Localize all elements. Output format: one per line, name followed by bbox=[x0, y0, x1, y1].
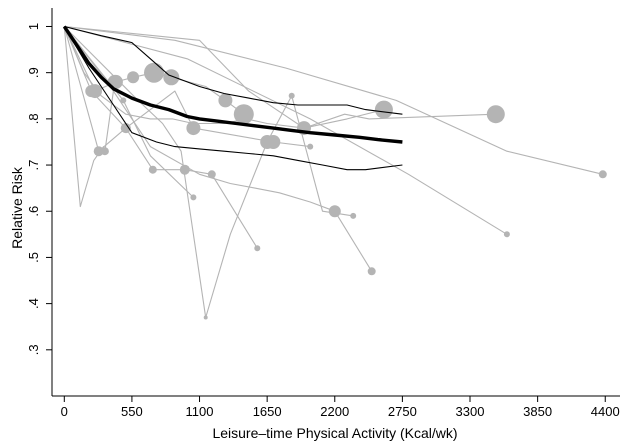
axes-layer bbox=[51, 8, 620, 397]
x-tick-label: 2200 bbox=[320, 404, 349, 419]
y-tick-label: .4 bbox=[26, 298, 41, 309]
study-4-point bbox=[233, 104, 254, 125]
y-tick-label: .6 bbox=[26, 206, 41, 217]
x-tick-label: 1650 bbox=[253, 404, 282, 419]
ci-lower-line bbox=[63, 26, 403, 171]
study-8-point bbox=[328, 205, 341, 218]
study-line-9 bbox=[64, 25, 385, 129]
study-4-point bbox=[127, 71, 140, 84]
y-tick-label: .8 bbox=[26, 113, 41, 124]
y-tick-label: .5 bbox=[26, 252, 41, 263]
study-10-point bbox=[598, 170, 607, 179]
study-4-point bbox=[218, 93, 233, 108]
pooled-curve-line bbox=[62, 25, 403, 144]
x-tick-label: 3300 bbox=[456, 404, 485, 419]
confidence-band-layer bbox=[63, 25, 403, 171]
study-5-point bbox=[120, 97, 127, 104]
pooled-curve-layer bbox=[62, 25, 403, 144]
x-axis-title: Leisure–time Physical Activity (Kcal/wk) bbox=[212, 425, 457, 441]
study-2-point bbox=[254, 245, 261, 252]
ticks-layer: 0 550 1100 1650 2200 2750 3300 3850 4400 1 .9 .8 .7.… bbox=[26, 23, 620, 419]
study-6-point bbox=[186, 121, 201, 136]
y-tick-label: .3 bbox=[26, 344, 41, 355]
study-line-7 bbox=[63, 26, 354, 319]
study-7-point bbox=[288, 92, 295, 99]
study-4-point bbox=[108, 74, 123, 89]
study-line-11 bbox=[64, 25, 508, 235]
y-tick-label: 1 bbox=[26, 23, 41, 30]
study-line-3 bbox=[63, 26, 496, 129]
x-tick-label: 1100 bbox=[186, 404, 214, 419]
x-tick-label: 0 bbox=[61, 404, 68, 419]
study-2-point bbox=[148, 165, 157, 174]
study-9-point bbox=[374, 100, 393, 119]
y-tick-label: .7 bbox=[26, 160, 41, 171]
study-line-5 bbox=[63, 26, 194, 198]
study-line-2 bbox=[63, 26, 258, 249]
study-line-8 bbox=[63, 26, 373, 272]
study-7-point bbox=[260, 135, 275, 149]
study-line-10 bbox=[64, 25, 603, 175]
study-6-point bbox=[307, 143, 314, 150]
study-8-point bbox=[367, 267, 376, 276]
y-axis-title: Relative Risk bbox=[9, 166, 25, 249]
study-3-point bbox=[486, 105, 505, 124]
study-lines-layer bbox=[63, 25, 607, 320]
x-tick-label: 550 bbox=[121, 404, 143, 419]
study-6-point bbox=[120, 123, 131, 134]
study-11-point bbox=[503, 231, 510, 238]
study-4-point bbox=[144, 62, 164, 83]
x-tick-label: 2750 bbox=[388, 404, 417, 419]
x-tick-label: 3850 bbox=[523, 404, 552, 419]
study-6-point bbox=[93, 146, 104, 157]
ci-upper-line bbox=[64, 25, 403, 115]
study-5-point bbox=[190, 194, 197, 201]
y-tick-label: .9 bbox=[26, 67, 41, 78]
x-tick-label: 4400 bbox=[591, 404, 620, 419]
study-4-point bbox=[88, 84, 102, 99]
study-7-point bbox=[350, 212, 357, 219]
study-7-point bbox=[203, 315, 208, 320]
study-2-point bbox=[207, 170, 216, 179]
